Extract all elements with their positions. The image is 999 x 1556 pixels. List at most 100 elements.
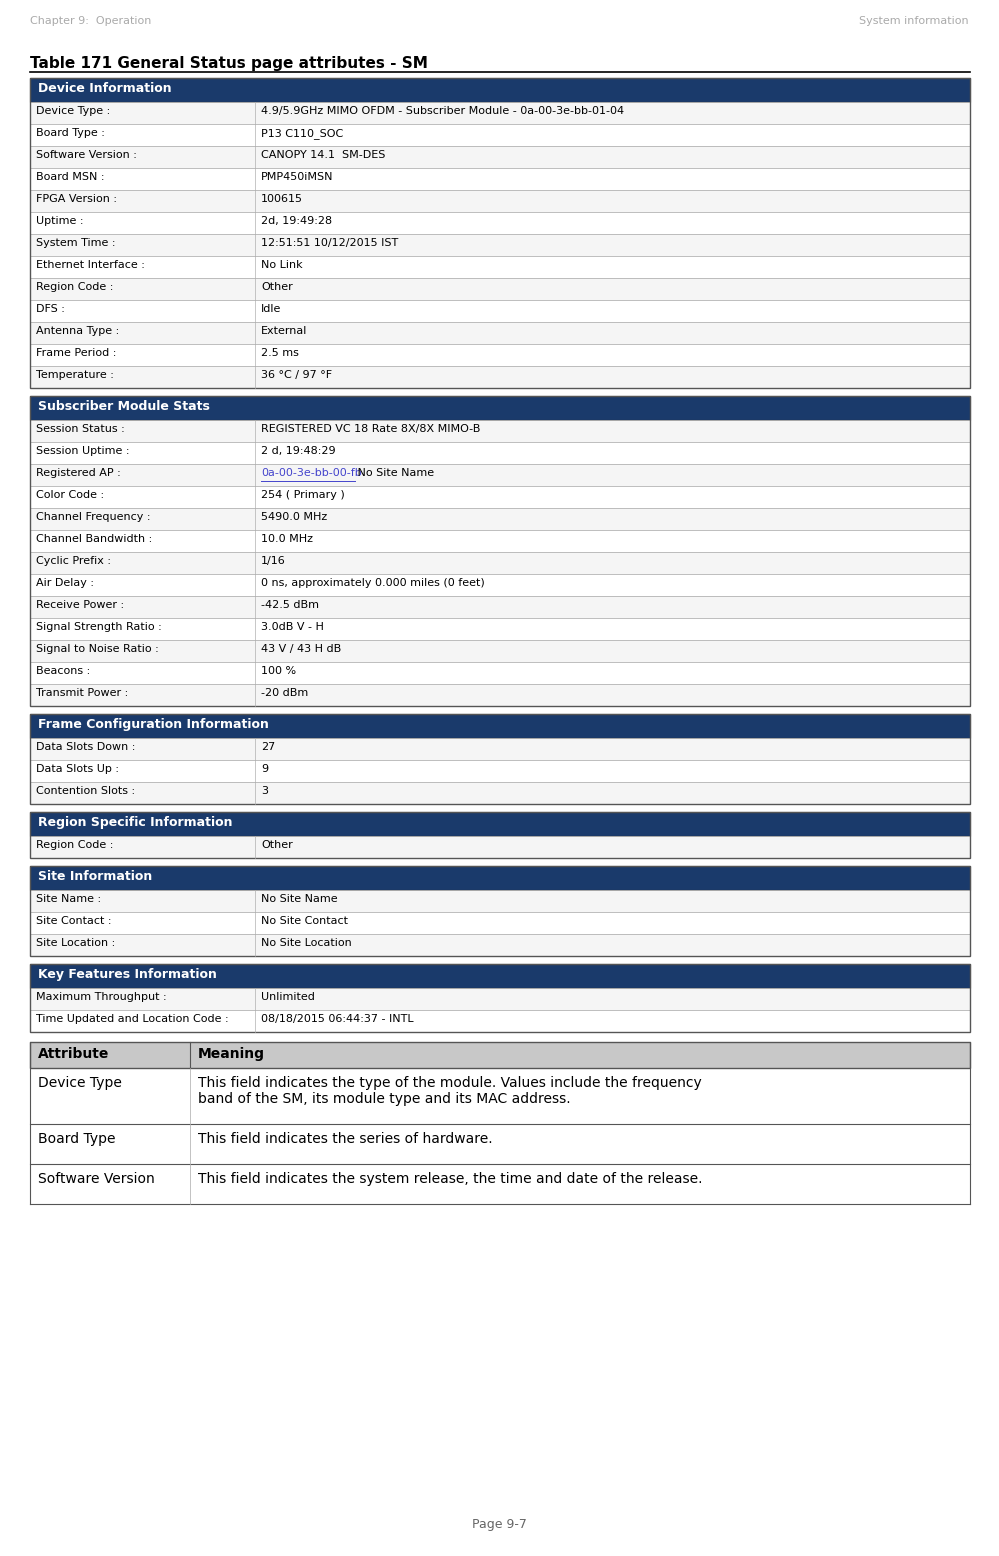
- Text: FPGA Version :: FPGA Version :: [36, 194, 117, 204]
- Text: 100 %: 100 %: [261, 666, 296, 675]
- Text: Uptime :: Uptime :: [36, 216, 84, 226]
- Text: Color Code :: Color Code :: [36, 490, 104, 499]
- Bar: [30, 934, 970, 955]
- Bar: [30, 912, 970, 934]
- Bar: [30, 685, 970, 706]
- Text: Site Contact :: Site Contact :: [36, 916, 112, 926]
- Text: 36 °C / 97 °F: 36 °C / 97 °F: [261, 370, 332, 380]
- Bar: [30, 146, 970, 168]
- Text: Registered AP :: Registered AP :: [36, 468, 121, 478]
- Bar: [30, 190, 970, 212]
- Text: 1/16: 1/16: [261, 555, 286, 566]
- Text: Air Delay :: Air Delay :: [36, 577, 94, 588]
- Text: Device Type :: Device Type :: [36, 106, 110, 117]
- Text: This field indicates the type of the module. Values include the frequency
band o: This field indicates the type of the mod…: [198, 1077, 701, 1106]
- Text: Site Information: Site Information: [38, 870, 152, 882]
- Bar: [30, 279, 970, 300]
- Text: Contention Slots :: Contention Slots :: [36, 786, 135, 797]
- Bar: [30, 714, 970, 738]
- Bar: [30, 661, 970, 685]
- Text: Table 171 General Status page attributes - SM: Table 171 General Status page attributes…: [30, 56, 428, 72]
- Text: 5490.0 MHz: 5490.0 MHz: [261, 512, 328, 521]
- Text: No Link: No Link: [261, 260, 303, 271]
- Text: Transmit Power :: Transmit Power :: [36, 688, 128, 699]
- Text: Data Slots Down :: Data Slots Down :: [36, 742, 136, 752]
- Text: No Site Name: No Site Name: [355, 468, 435, 478]
- Text: Frame Configuration Information: Frame Configuration Information: [38, 717, 269, 731]
- Bar: [30, 812, 970, 836]
- Bar: [30, 103, 970, 124]
- Text: REGISTERED VC 18 Rate 8X/8X MIMO-B: REGISTERED VC 18 Rate 8X/8X MIMO-B: [261, 423, 481, 434]
- Bar: [30, 618, 970, 640]
- Text: Board Type: Board Type: [38, 1133, 116, 1147]
- Text: 0 ns, approximately 0.000 miles (0 feet): 0 ns, approximately 0.000 miles (0 feet): [261, 577, 485, 588]
- Bar: [30, 965, 970, 988]
- Bar: [30, 168, 970, 190]
- Text: System information: System information: [859, 16, 969, 26]
- Bar: [30, 596, 970, 618]
- Text: Beacons :: Beacons :: [36, 666, 90, 675]
- Text: Attribute: Attribute: [38, 1047, 109, 1061]
- Text: Time Updated and Location Code :: Time Updated and Location Code :: [36, 1015, 229, 1024]
- Bar: [30, 78, 970, 387]
- Text: Software Version :: Software Version :: [36, 149, 137, 160]
- Bar: [30, 442, 970, 464]
- Bar: [30, 420, 970, 442]
- Bar: [30, 836, 970, 857]
- Bar: [30, 344, 970, 366]
- Text: Session Uptime :: Session Uptime :: [36, 447, 130, 456]
- Text: No Site Location: No Site Location: [261, 938, 352, 948]
- Text: 2.5 ms: 2.5 ms: [261, 349, 299, 358]
- Text: Data Slots Up :: Data Slots Up :: [36, 764, 119, 773]
- Text: 3.0dB V - H: 3.0dB V - H: [261, 622, 324, 632]
- Bar: [30, 783, 970, 804]
- Text: 2 d, 19:48:29: 2 d, 19:48:29: [261, 447, 336, 456]
- Bar: [30, 531, 970, 552]
- Bar: [30, 78, 970, 103]
- Text: Region Specific Information: Region Specific Information: [38, 815, 233, 829]
- Text: Board MSN :: Board MSN :: [36, 173, 105, 182]
- Text: Key Features Information: Key Features Information: [38, 968, 217, 980]
- Bar: [30, 485, 970, 507]
- Bar: [30, 867, 970, 890]
- Text: 4.9/5.9GHz MIMO OFDM - Subscriber Module - 0a-00-3e-bb-01-04: 4.9/5.9GHz MIMO OFDM - Subscriber Module…: [261, 106, 624, 117]
- Text: Session Status :: Session Status :: [36, 423, 125, 434]
- Bar: [30, 507, 970, 531]
- Bar: [30, 640, 970, 661]
- Text: Subscriber Module Stats: Subscriber Module Stats: [38, 400, 210, 412]
- Text: External: External: [261, 327, 308, 336]
- Text: P13 C110_SOC: P13 C110_SOC: [261, 128, 344, 138]
- Bar: [30, 890, 970, 912]
- Text: Receive Power :: Receive Power :: [36, 601, 124, 610]
- Bar: [30, 366, 970, 387]
- Text: 3: 3: [261, 786, 268, 797]
- Text: Other: Other: [261, 840, 293, 850]
- Text: Signal to Noise Ratio :: Signal to Noise Ratio :: [36, 644, 159, 654]
- Text: Region Code :: Region Code :: [36, 282, 113, 293]
- Bar: [30, 257, 970, 279]
- Text: Board Type :: Board Type :: [36, 128, 105, 138]
- Bar: [30, 233, 970, 257]
- Text: This field indicates the system release, the time and date of the release.: This field indicates the system release,…: [198, 1172, 702, 1186]
- Bar: [30, 1010, 970, 1032]
- Text: Device Information: Device Information: [38, 82, 172, 95]
- Bar: [30, 965, 970, 1032]
- Text: PMP450iMSN: PMP450iMSN: [261, 173, 334, 182]
- Text: Unlimited: Unlimited: [261, 993, 315, 1002]
- Bar: [30, 395, 970, 420]
- Bar: [30, 395, 970, 706]
- Text: 10.0 MHz: 10.0 MHz: [261, 534, 313, 545]
- Bar: [30, 464, 970, 485]
- Text: 2d, 19:49:28: 2d, 19:49:28: [261, 216, 332, 226]
- Text: This field indicates the series of hardware.: This field indicates the series of hardw…: [198, 1133, 493, 1147]
- Text: Cyclic Prefix :: Cyclic Prefix :: [36, 555, 111, 566]
- Text: 254 ( Primary ): 254 ( Primary ): [261, 490, 345, 499]
- Text: Temperature :: Temperature :: [36, 370, 114, 380]
- Bar: [30, 812, 970, 857]
- Text: Meaning: Meaning: [198, 1047, 265, 1061]
- Text: Frame Period :: Frame Period :: [36, 349, 116, 358]
- Text: Antenna Type :: Antenna Type :: [36, 327, 119, 336]
- Text: Ethernet Interface :: Ethernet Interface :: [36, 260, 145, 271]
- Text: 27: 27: [261, 742, 276, 752]
- Text: DFS :: DFS :: [36, 303, 65, 314]
